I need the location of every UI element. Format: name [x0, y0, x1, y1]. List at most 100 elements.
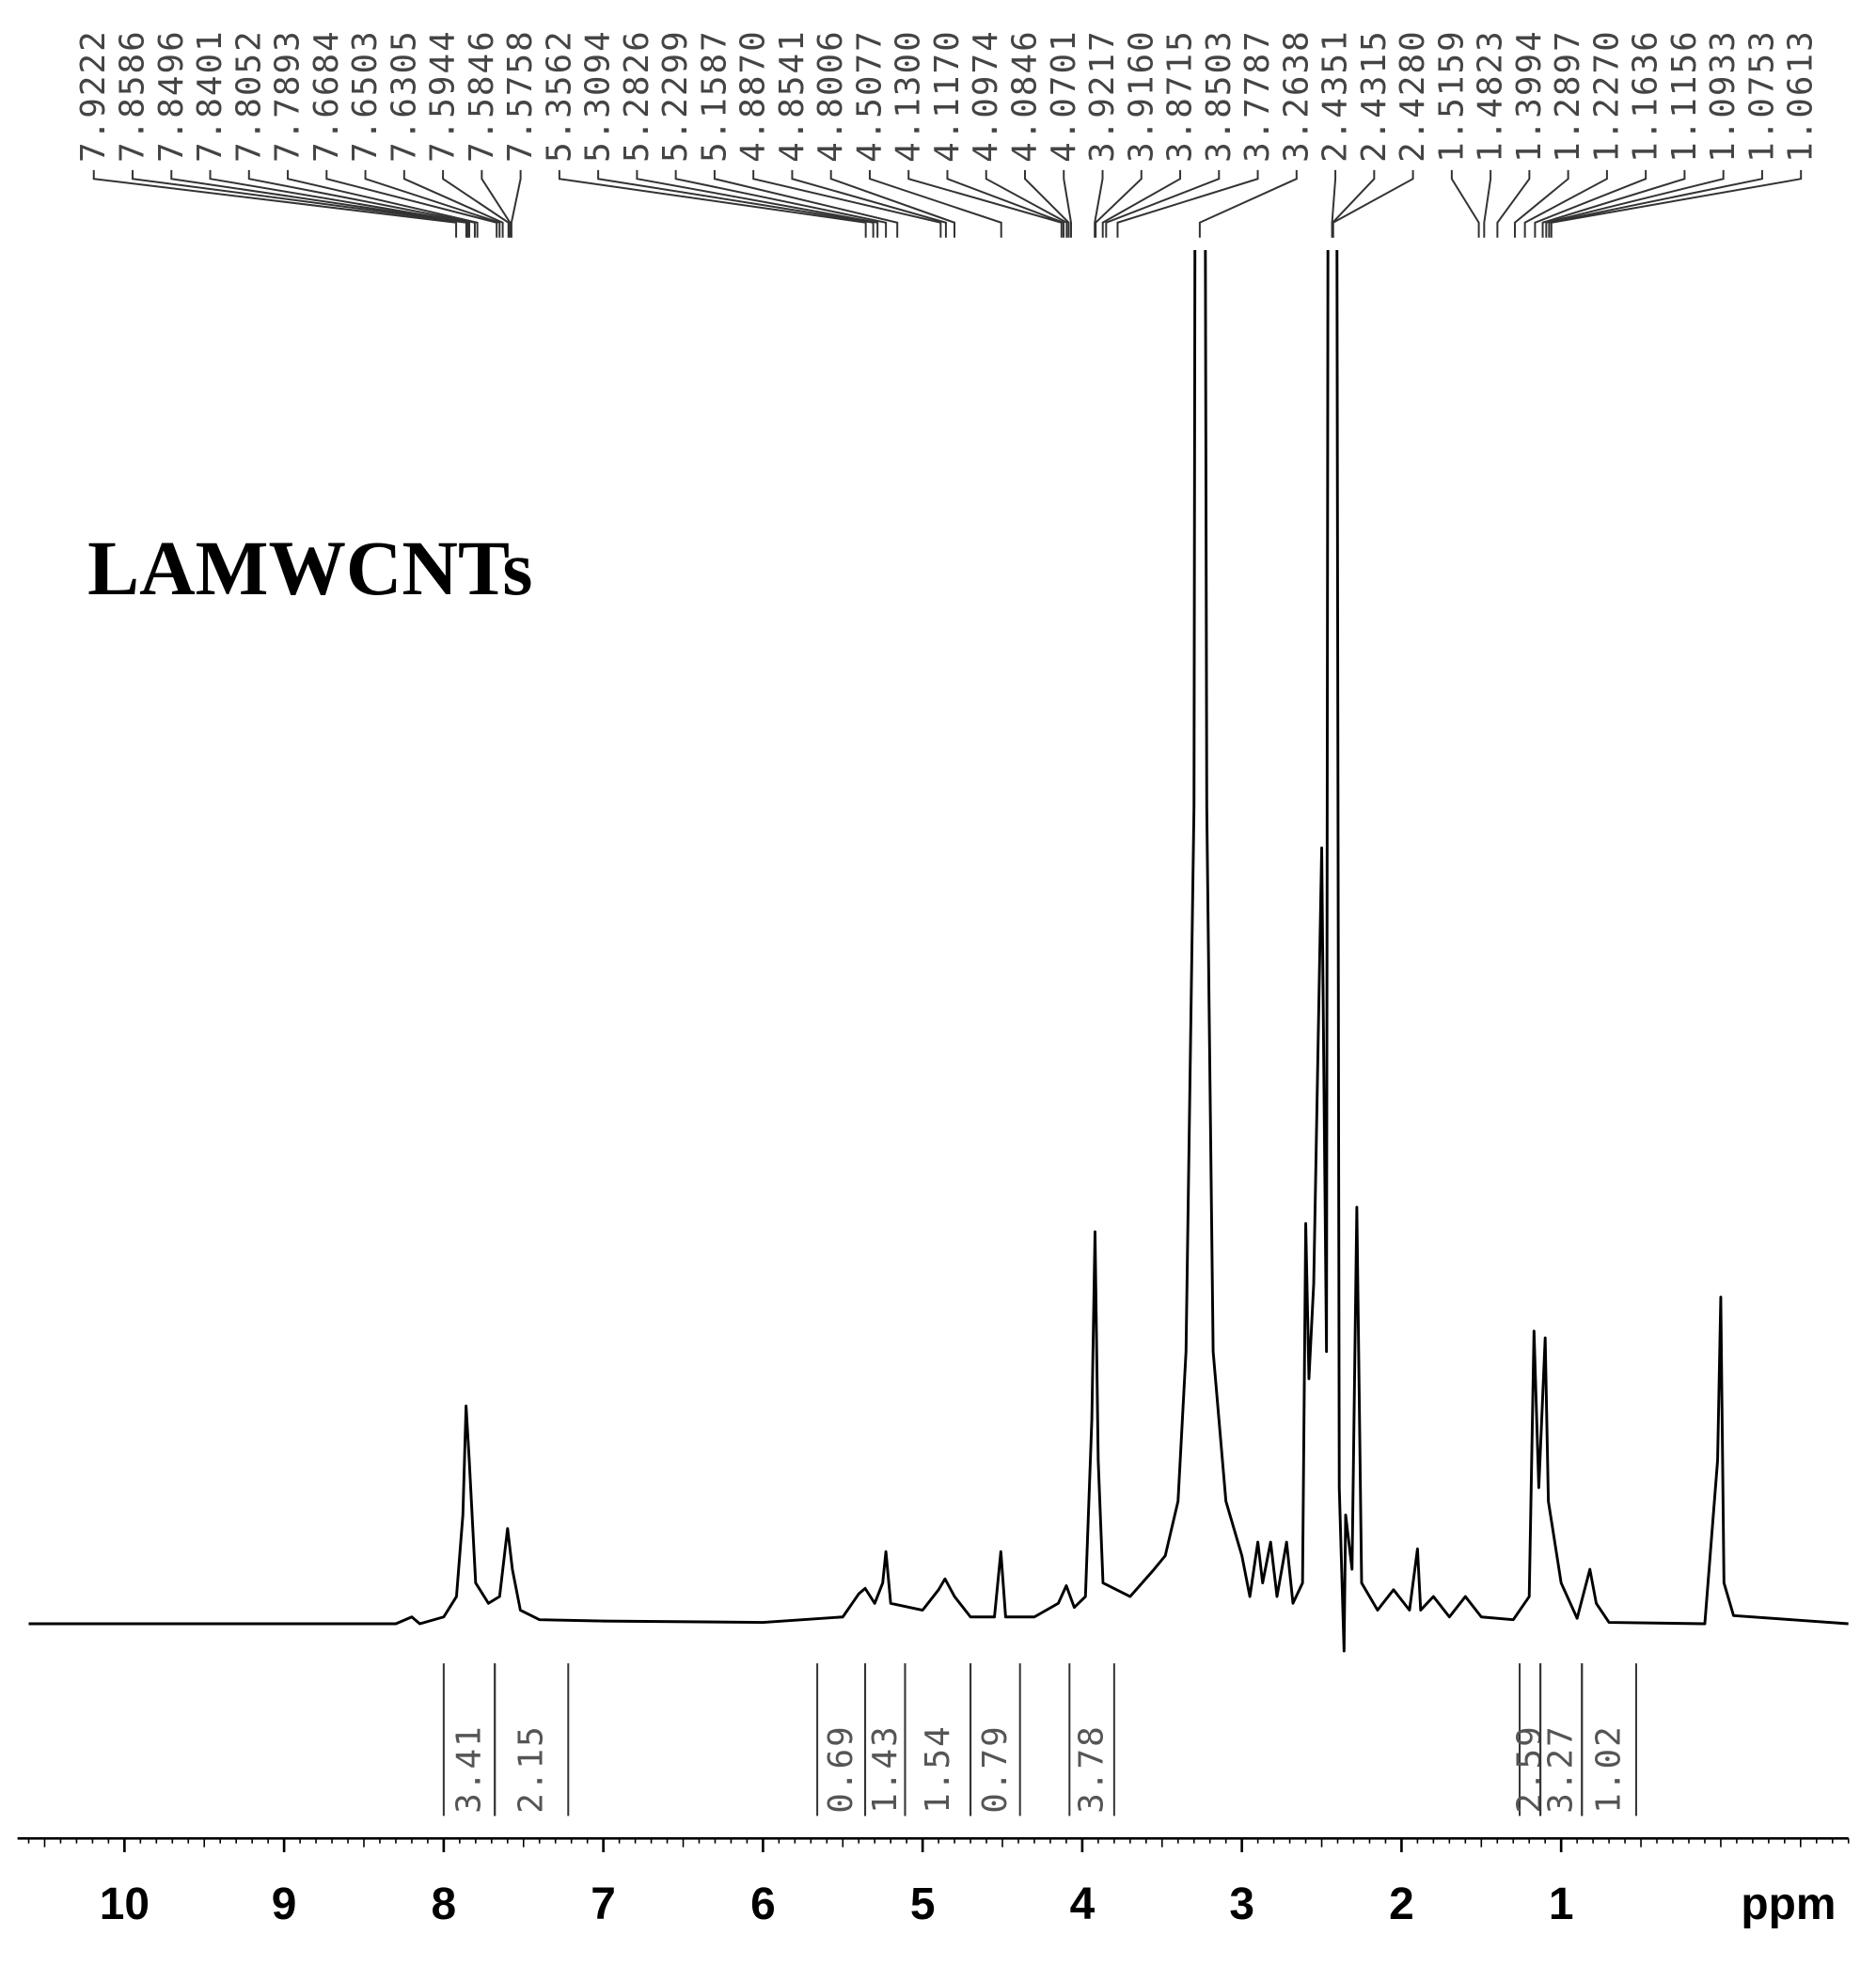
x-axis-label: ppm — [1741, 1879, 1836, 1929]
peak-label: 1.0753 — [1742, 29, 1781, 163]
peak-label: 1.2270 — [1587, 29, 1626, 163]
peak-leader — [1534, 169, 1647, 238]
integral-value: 0.79 — [976, 1724, 1015, 1813]
peak-label: 7.6305 — [385, 29, 423, 163]
peak-label: 7.8401 — [191, 29, 229, 163]
integral-value: 3.78 — [1073, 1724, 1111, 1813]
plot-area — [28, 250, 1849, 1653]
peak-leader — [636, 169, 879, 238]
peak-leader — [1450, 169, 1480, 238]
peak-label: 7.7893 — [269, 29, 307, 163]
peak-leader — [1095, 169, 1143, 238]
integral-value: 2.15 — [512, 1724, 551, 1813]
peak-label: 4.8006 — [812, 29, 850, 163]
peak-leader — [1550, 169, 1803, 238]
peak-label: 2.4280 — [1394, 29, 1432, 163]
integral-bracket — [970, 1663, 1021, 1817]
integral-value: 2.59 — [1511, 1724, 1550, 1813]
peak-label: 1.2897 — [1549, 29, 1587, 163]
integral-bracket — [494, 1663, 570, 1817]
peak-leader — [1101, 169, 1182, 238]
peak-leader — [170, 169, 469, 238]
integral-bracket — [1581, 1663, 1637, 1817]
peak-label: 1.5159 — [1432, 29, 1471, 163]
peak-label: 4.5077 — [850, 29, 889, 163]
peak-leader — [364, 169, 501, 238]
peak-leader — [868, 169, 1002, 238]
peak-label: 3.8715 — [1161, 29, 1200, 163]
peak-leader — [946, 169, 1065, 238]
x-tick-label: 2 — [1389, 1879, 1414, 1929]
peak-label: 3.9160 — [1122, 29, 1160, 163]
peak-leader — [481, 169, 512, 238]
peak-label: 7.5758 — [501, 29, 540, 163]
peak-label: 4.0846 — [1005, 29, 1044, 163]
peak-leader — [674, 169, 888, 238]
peak-label: 5.3562 — [540, 29, 578, 163]
x-tick-label: 9 — [272, 1879, 297, 1929]
peak-label: 1.1156 — [1665, 29, 1704, 163]
peak-leader — [907, 169, 1063, 238]
peak-label: 1.1636 — [1627, 29, 1665, 163]
peak-leader — [1105, 169, 1221, 238]
peak-leader — [1116, 169, 1259, 238]
peak-label: 2.4351 — [1316, 29, 1355, 163]
peak-leader — [558, 169, 867, 238]
peak-label: 5.1587 — [695, 29, 733, 163]
peak-leader — [713, 169, 899, 238]
peak-leader — [402, 169, 504, 238]
peak-label: 3.2638 — [1277, 29, 1316, 163]
peak-leader — [1514, 169, 1569, 238]
peak-leader — [1023, 169, 1070, 238]
peak-leader — [209, 169, 471, 238]
x-tick-label: 10 — [100, 1879, 150, 1929]
peak-label: 7.8586 — [114, 29, 152, 163]
peak-leader — [752, 169, 942, 238]
peak-leader — [1483, 169, 1492, 238]
peak-leader — [287, 169, 479, 238]
peak-leader — [1545, 169, 1725, 238]
peak-leader — [1198, 169, 1298, 238]
integral-value: 1.02 — [1590, 1724, 1629, 1813]
peak-label: 3.7787 — [1238, 29, 1277, 163]
peak-leader — [1523, 169, 1608, 238]
integral-value: 3.41 — [450, 1724, 489, 1813]
peak-label: 7.8496 — [152, 29, 191, 163]
peak-leader — [132, 169, 467, 238]
integral-value: 1.43 — [866, 1724, 905, 1813]
peak-label: 3.9217 — [1083, 29, 1122, 163]
x-tick-label: 3 — [1229, 1879, 1254, 1929]
peak-label: 4.0974 — [967, 29, 1005, 163]
peak-leader — [1548, 169, 1763, 238]
x-tick-label: 1 — [1549, 1879, 1574, 1929]
x-tick-label: 5 — [910, 1879, 936, 1929]
peak-label: 4.1170 — [928, 29, 967, 163]
peak-label: 4.0701 — [1045, 29, 1083, 163]
peak-leader — [442, 169, 510, 238]
peak-leader — [247, 169, 476, 238]
peak-label: 4.1300 — [890, 29, 928, 163]
peak-leader — [791, 169, 947, 238]
peak-leader — [1332, 169, 1414, 238]
peak-label: 7.9222 — [74, 29, 113, 163]
peak-label: 1.0613 — [1782, 29, 1821, 163]
peak-leader — [597, 169, 875, 238]
peak-label: 1.4823 — [1472, 29, 1510, 163]
peak-leader — [510, 169, 522, 238]
peak-label: 7.5846 — [463, 29, 501, 163]
peak-label: 2.4315 — [1355, 29, 1394, 163]
peak-label: 7.6684 — [307, 29, 346, 163]
peak-leader — [1063, 169, 1073, 238]
peak-leader — [92, 169, 458, 238]
peak-label: 5.2299 — [656, 29, 695, 163]
peak-label: 5.2826 — [618, 29, 656, 163]
x-tick-label: 4 — [1070, 1879, 1096, 1929]
peak-label: 4.8870 — [734, 29, 773, 163]
peak-label: 4.8541 — [773, 29, 812, 163]
peak-leader — [325, 169, 498, 238]
x-tick-label: 7 — [591, 1879, 616, 1929]
peak-label: 7.6503 — [346, 29, 385, 163]
peak-leader — [829, 169, 955, 238]
peak-label: 1.3994 — [1510, 29, 1549, 163]
